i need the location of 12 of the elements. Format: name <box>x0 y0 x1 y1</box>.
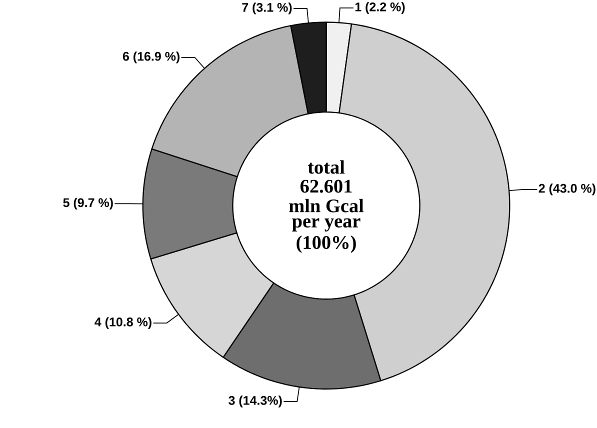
text: total <box>308 160 345 174</box>
text: per year <box>292 218 360 232</box>
text: 62.601 <box>300 180 352 194</box>
slice-label: 5 (9.7 %) <box>63 198 113 210</box>
text: mln Gcal <box>289 199 364 213</box>
slice-label: 4 (10.8 %) <box>94 317 152 330</box>
slice-label: 2 (43.0 %) <box>538 184 596 196</box>
slice-label: 6 (16.9 %) <box>122 52 180 64</box>
slice-label: 7 (3.1 %) <box>242 2 292 14</box>
text: (100%) <box>296 236 356 254</box>
slice-label: 3 (14.3%) <box>228 396 282 408</box>
slice-label: 1 (2.2 %) <box>355 2 405 14</box>
